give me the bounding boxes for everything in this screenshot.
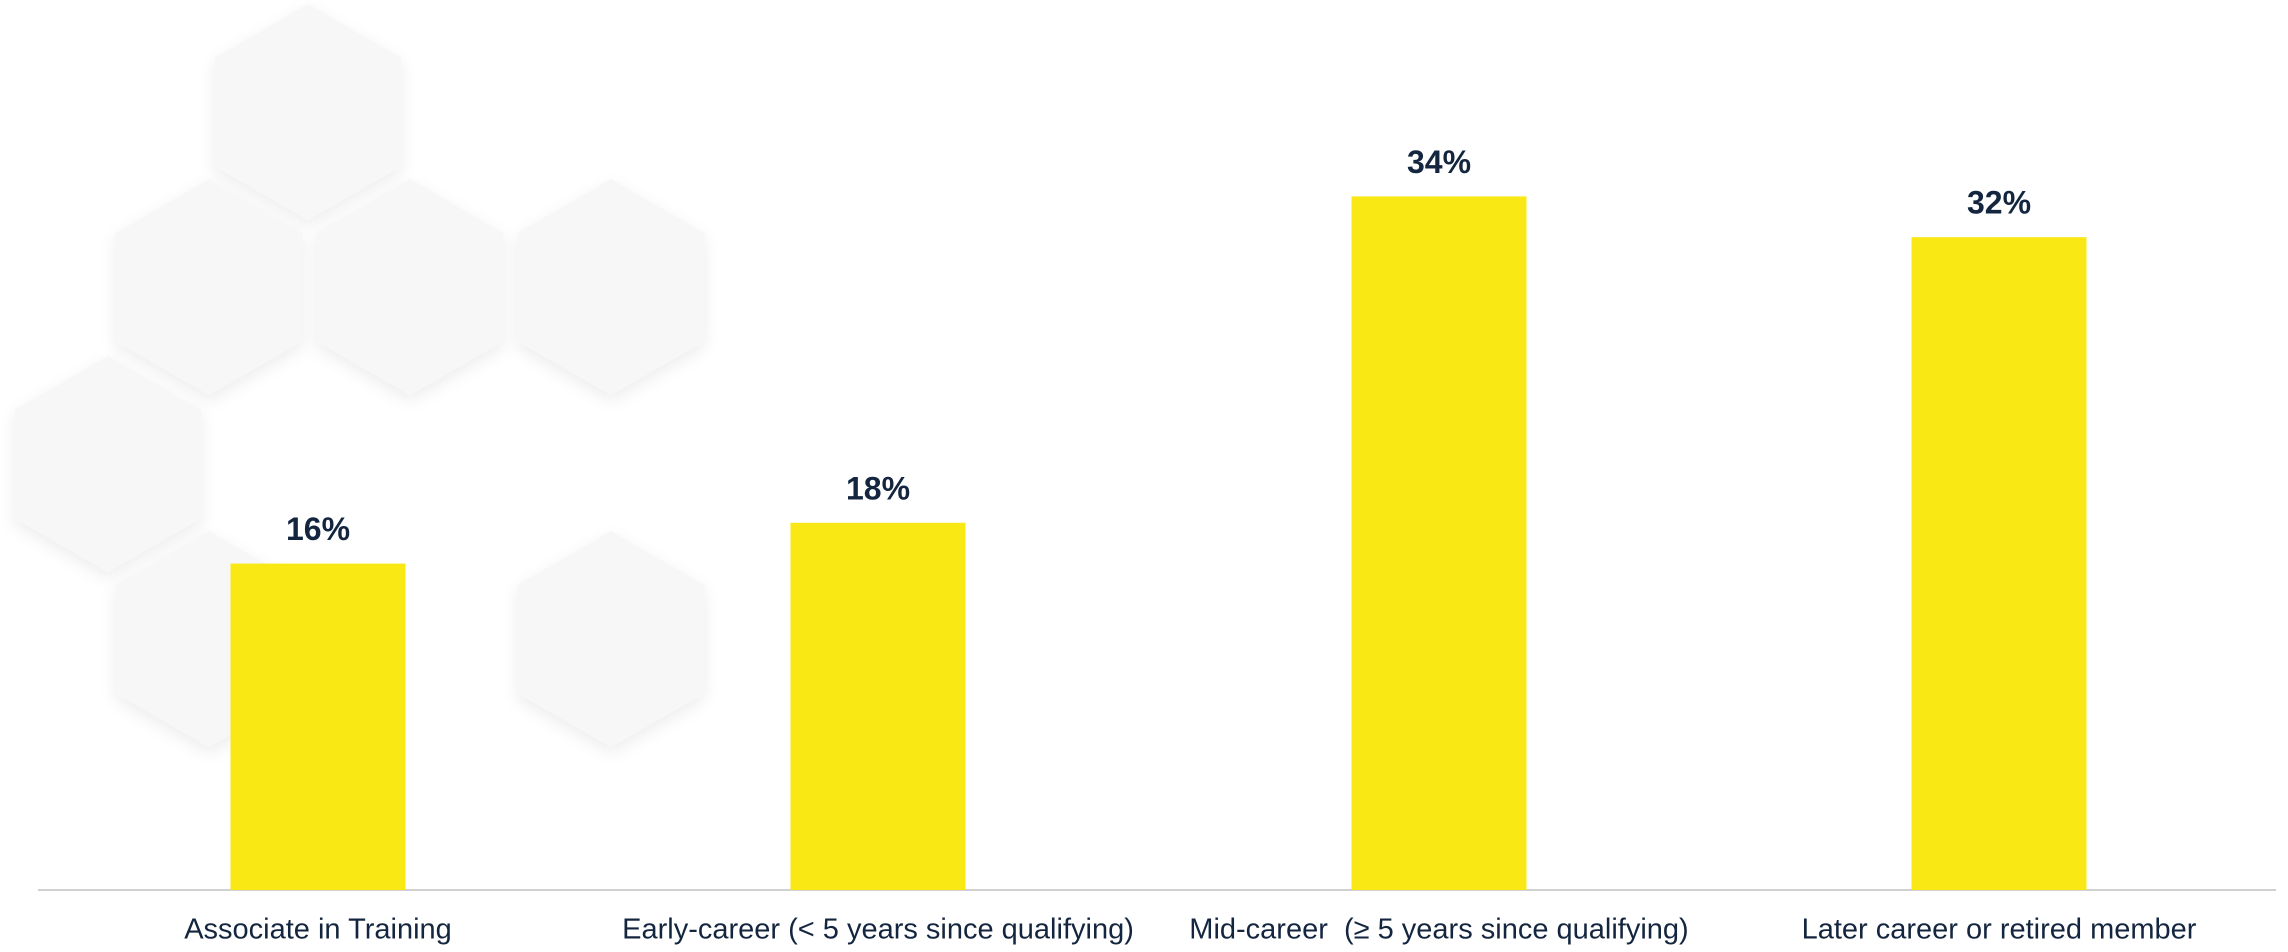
x-tick-label: Associate in Training <box>184 914 452 946</box>
data-label: 34% <box>1407 144 1471 180</box>
data-label: 18% <box>846 470 910 506</box>
x-tick-label: Mid-career (≥ 5 years since qualifying) <box>1189 914 1688 946</box>
data-label: 16% <box>286 511 350 547</box>
bar <box>230 563 406 890</box>
bar <box>1351 196 1527 890</box>
hexagon <box>214 4 402 220</box>
background-decoration <box>14 4 705 747</box>
hexagon <box>517 531 705 747</box>
bar <box>790 522 966 890</box>
x-tick-label: Later career or retired member <box>1802 914 2197 946</box>
hexagon <box>517 179 705 395</box>
x-tick-label: Early-career (< 5 years since qualifying… <box>622 914 1134 946</box>
hexagon <box>14 356 202 572</box>
bar <box>1911 237 2087 890</box>
data-label: 32% <box>1967 185 2031 221</box>
hexagon <box>316 179 504 395</box>
hexagon <box>115 179 303 395</box>
